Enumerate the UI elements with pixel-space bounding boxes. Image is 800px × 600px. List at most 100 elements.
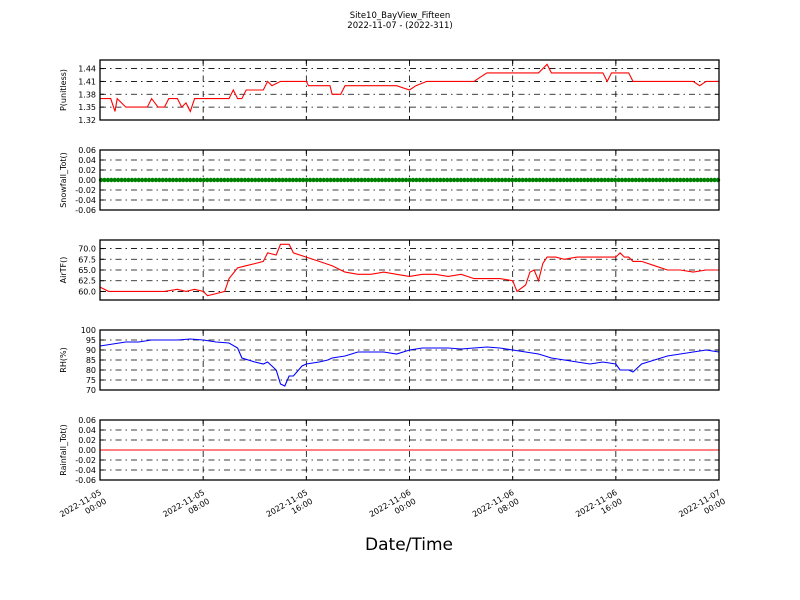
data-point-panel-2 [647, 177, 652, 183]
series-line-panel-4 [99, 338, 720, 387]
data-point-panel-2 [222, 177, 227, 183]
plot-frame-panel-3 [99, 239, 720, 301]
data-point-panel-2 [345, 177, 350, 183]
x-tick-label: 2022-11-0608:00 [471, 488, 521, 528]
x-tick-label: 2022-11-0500:00 [58, 488, 108, 528]
data-point-panel-2 [534, 177, 539, 183]
data-point-panel-2 [407, 177, 412, 183]
data-point-panel-2 [513, 177, 518, 183]
data-point-panel-2 [187, 177, 193, 183]
data-point-panel-2 [499, 177, 505, 183]
data-point-panel-2 [681, 177, 686, 183]
data-point-panel-2 [218, 177, 224, 183]
plot-frame-panel-4 [99, 329, 720, 391]
data-point-panel-2 [314, 177, 320, 183]
x-tick-label: 2022-11-0600:00 [368, 488, 418, 528]
data-point-panel-2 [530, 177, 536, 183]
data-point-panel-2 [654, 177, 659, 183]
data-point-panel-2 [527, 177, 532, 183]
data-point-panel-2 [283, 177, 289, 183]
data-point-panel-2 [561, 177, 566, 183]
data-point-panel-2 [575, 177, 580, 183]
y-tick-label: 65.0 [78, 266, 96, 275]
data-point-panel-2 [595, 177, 601, 183]
data-point-panel-2 [674, 177, 680, 183]
data-point-panel-2 [705, 177, 710, 183]
data-point-panel-2 [458, 177, 464, 183]
data-point-panel-2 [325, 177, 330, 183]
data-point-panel-2 [297, 177, 303, 183]
data-point-panel-2 [462, 177, 467, 183]
data-point-panel-2 [235, 177, 241, 183]
data-point-panel-2 [582, 177, 587, 183]
data-point-panel-2 [369, 177, 374, 183]
data-point-panel-2 [427, 177, 433, 183]
data-point-panel-2 [335, 177, 340, 183]
data-point-panel-2 [352, 177, 357, 183]
x-tick-label: 2022-11-0616:00 [574, 488, 624, 528]
data-point-panel-2 [588, 177, 594, 183]
x-tick-label: 2022-11-0508:00 [161, 488, 211, 528]
data-point-panel-2 [695, 177, 700, 183]
data-point-panel-2 [256, 177, 261, 183]
data-point-panel-2 [215, 177, 220, 183]
data-point-panel-2 [523, 177, 529, 183]
data-point-panel-2 [277, 177, 282, 183]
data-point-panel-2 [688, 177, 693, 183]
data-point-panel-2 [417, 177, 422, 183]
data-point-panel-2 [232, 177, 237, 183]
y-tick-label: 0.04 [78, 426, 96, 435]
data-point-panel-2 [609, 177, 614, 183]
data-point-panel-2 [551, 177, 556, 183]
data-point-panel-2 [612, 177, 618, 183]
x-tick-label: 2022-11-0516:00 [265, 488, 315, 528]
data-point-panel-2 [496, 177, 501, 183]
data-point-panel-2 [167, 177, 172, 183]
y-tick-label: 1.41 [78, 77, 96, 86]
y-axis-label-panel-3: AirTF() [59, 257, 68, 284]
data-point-panel-2 [492, 177, 498, 183]
data-point-panel-2 [510, 177, 515, 183]
data-point-panel-2 [486, 177, 491, 183]
data-point-panel-2 [133, 177, 138, 183]
data-point-panel-2 [211, 177, 217, 183]
y-tick-label: 0.06 [78, 416, 96, 425]
data-point-panel-2 [390, 177, 395, 183]
data-point-panel-2 [578, 177, 584, 183]
data-point-panel-2 [201, 177, 207, 183]
data-point-panel-2 [109, 177, 114, 183]
data-point-panel-2 [246, 177, 251, 183]
y-tick-label: 0.00 [78, 176, 96, 185]
y-tick-label: 1.44 [78, 65, 96, 74]
y-tick-label: 95 [86, 336, 96, 345]
data-point-panel-2 [414, 177, 419, 183]
data-point-panel-2 [225, 177, 231, 183]
data-point-panel-2 [290, 177, 296, 183]
data-point-panel-2 [403, 177, 409, 183]
data-point-panel-2 [636, 177, 642, 183]
y-tick-label: 67.5 [78, 255, 96, 264]
data-point-panel-2 [321, 177, 327, 183]
y-tick-label: -0.02 [75, 456, 96, 465]
data-point-panel-2 [174, 177, 179, 183]
data-point-panel-2 [181, 177, 186, 183]
data-point-panel-2 [698, 177, 704, 183]
data-point-panel-2 [708, 177, 714, 183]
data-point-panel-2 [393, 177, 398, 183]
data-point-panel-2 [712, 177, 717, 183]
x-tick-label: 2022-11-0700:00 [677, 488, 727, 528]
data-point-panel-2 [564, 177, 570, 183]
data-point-panel-2 [469, 177, 474, 183]
y-axis-label-panel-5: Rainfall_Tot() [59, 424, 68, 476]
data-point-panel-2 [150, 177, 155, 183]
data-point-panel-2 [547, 177, 553, 183]
data-point-panel-2 [664, 177, 669, 183]
data-point-panel-2 [506, 177, 512, 183]
data-point-panel-2 [273, 177, 279, 183]
chart-title: Site10_BayView_Fifteen [349, 11, 451, 21]
plot-frame-panel-5 [99, 419, 720, 481]
data-point-panel-2 [294, 177, 299, 183]
data-point-panel-2 [122, 177, 128, 183]
data-point-panel-2 [304, 177, 309, 183]
series-line-panel-3 [99, 243, 719, 297]
